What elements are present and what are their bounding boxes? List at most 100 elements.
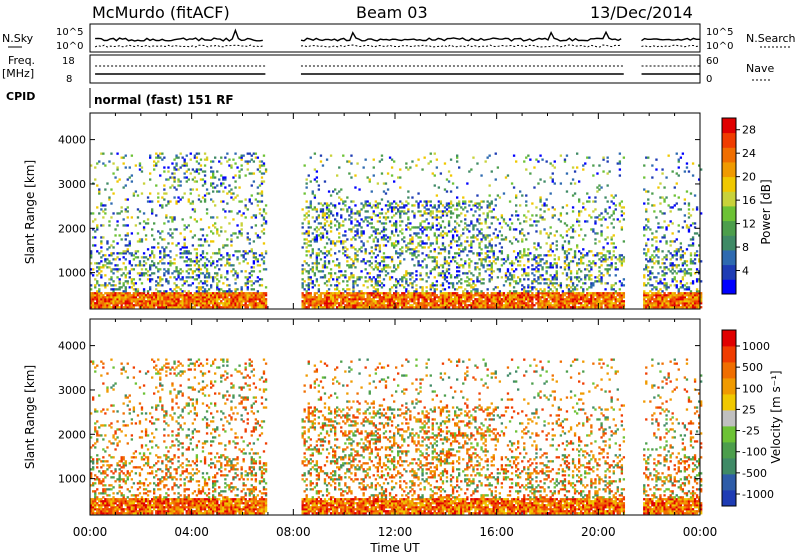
heatmap-cell: [226, 252, 229, 255]
heatmap-cell: [445, 202, 449, 205]
heatmap-cell: [124, 250, 127, 253]
heatmap-cell: [517, 264, 520, 267]
heatmap-cell: [130, 264, 134, 267]
heatmap-cell: [395, 268, 398, 271]
heatmap-cell: [216, 252, 219, 255]
heatmap-cell: [228, 254, 231, 257]
heatmap-cell: [301, 268, 304, 271]
heatmap-cell: [325, 292, 329, 295]
heatmap-cell: [435, 166, 439, 169]
heatmap-cell: [482, 302, 485, 305]
heatmap-cell: [486, 204, 489, 207]
heatmap-cell: [411, 160, 414, 163]
heatmap-cell: [592, 284, 595, 287]
heatmap-cell: [582, 206, 585, 209]
heatmap-cell: [181, 294, 184, 297]
heatmap-cell: [185, 304, 188, 307]
heatmap-cell: [486, 268, 489, 271]
heatmap-cell: [346, 254, 349, 257]
heatmap-cell: [488, 184, 491, 187]
heatmap-cell: [401, 252, 404, 255]
heatmap-cell: [138, 306, 142, 309]
heatmap-cell: [527, 254, 530, 257]
heatmap-cell: [136, 302, 140, 305]
heatmap-cell: [462, 248, 465, 251]
heatmap-cell: [102, 254, 105, 257]
heatmap-cell: [146, 274, 150, 277]
heatmap-cell: [138, 222, 142, 225]
heatmap-cell: [411, 272, 414, 275]
heatmap-cell: [372, 238, 375, 241]
heatmap-cell: [242, 304, 245, 307]
heatmap-cell: [547, 234, 550, 237]
heatmap-cell: [96, 224, 99, 227]
heatmap-cell: [364, 252, 367, 255]
heatmap-cell: [498, 292, 502, 295]
heatmap-cell: [590, 300, 593, 303]
heatmap-cell: [151, 200, 154, 203]
heatmap-cell: [494, 300, 497, 303]
heatmap-cell: [329, 298, 333, 301]
heatmap-cell: [466, 236, 469, 239]
heatmap-cell: [565, 154, 569, 157]
heatmap-cell: [356, 304, 359, 307]
heatmap-cell: [427, 226, 430, 229]
heatmap-cell: [264, 304, 268, 307]
heatmap-cell: [512, 270, 516, 273]
heatmap-cell: [425, 200, 428, 203]
heatmap-cell: [525, 304, 528, 307]
heatmap-cell: [523, 290, 526, 293]
heatmap-cell: [258, 298, 262, 301]
heatmap-cell: [567, 292, 571, 295]
heatmap-cell: [212, 300, 215, 303]
heatmap-cell: [474, 290, 477, 293]
heatmap-cell: [380, 270, 384, 273]
heatmap-cell: [551, 276, 554, 279]
heatmap-cell: [187, 272, 190, 275]
heatmap-cell: [346, 238, 349, 241]
heatmap-cell: [94, 306, 97, 309]
heatmap-cell: [460, 294, 463, 297]
heatmap-cell: [411, 240, 414, 243]
heatmap-cell: [403, 236, 406, 239]
heatmap-cell: [226, 254, 229, 257]
heatmap-cell: [307, 226, 310, 229]
heatmap-cell: [181, 302, 184, 305]
heatmap-cell: [173, 306, 176, 309]
heatmap-cell: [183, 164, 186, 167]
heatmap-cell: [425, 218, 428, 221]
heatmap-cell: [189, 284, 192, 287]
heatmap-cell: [348, 214, 351, 217]
heatmap-cell: [468, 300, 471, 303]
heatmap-cell: [258, 170, 262, 173]
heatmap-cell: [555, 262, 558, 265]
heatmap-cell: [559, 300, 563, 303]
heatmap-cell: [476, 298, 479, 301]
heatmap-cell: [246, 236, 249, 239]
heatmap-cell: [531, 268, 534, 271]
heatmap-cell: [134, 288, 138, 291]
heatmap-cell: [429, 214, 432, 217]
heatmap-cell: [157, 282, 160, 285]
heatmap-cell: [482, 236, 485, 239]
heatmap-cell: [433, 250, 436, 253]
heatmap-cell: [311, 238, 314, 241]
heatmap-cell: [94, 286, 97, 289]
heatmap-cell: [92, 302, 95, 305]
heatmap-cell: [545, 302, 548, 305]
heatmap-cell: [468, 266, 471, 269]
heatmap-cell: [592, 210, 595, 213]
heatmap-cell: [248, 276, 251, 279]
heatmap-cell: [458, 202, 461, 205]
heatmap-cell: [112, 240, 115, 243]
heatmap-cell: [191, 260, 195, 263]
heatmap-cell: [216, 292, 219, 295]
heatmap-cell: [157, 160, 160, 163]
heatmap-cell: [155, 214, 158, 217]
heatmap-cell: [454, 304, 457, 307]
heatmap-cell: [354, 230, 357, 233]
heatmap-cell: [370, 266, 373, 269]
heatmap-cell: [449, 242, 453, 245]
heatmap-cell: [323, 246, 327, 249]
heatmap-cell: [203, 262, 207, 265]
